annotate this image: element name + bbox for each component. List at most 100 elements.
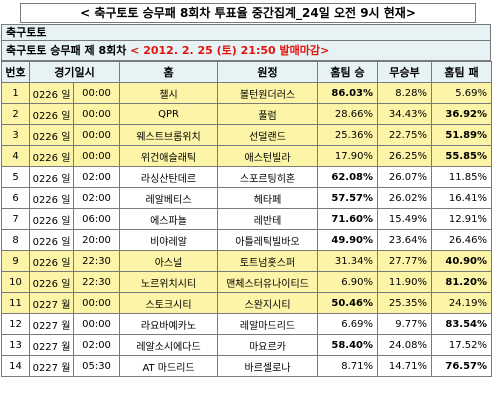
match-time: 20:00 [72,229,121,251]
row-number: 9 [1,250,30,272]
match-time: 05:30 [72,355,121,377]
home-team: 노르위치시티 [119,271,219,293]
match-time: 00:00 [72,292,121,314]
match-date: 0227 월 [29,292,74,314]
row-number: 1 [1,82,30,104]
away-team: 볼턴원더러스 [217,82,319,104]
draw-rate: 27.77% [377,250,433,272]
row-number: 12 [1,313,30,335]
header-home: 홈 [119,61,219,83]
match-date: 0226 일 [29,82,74,104]
home-team: 위건애슬래틱 [119,145,219,167]
match-date: 0226 일 [29,124,74,146]
match-date: 0226 일 [29,250,74,272]
match-date: 0226 일 [29,166,74,188]
table-row: 1 0226 일 00:00 첼시 볼턴원더러스 86.03% 8.28% 5.69% [1,82,493,104]
match-time: 22:30 [72,250,121,272]
section-label: 축구토토 [1,24,491,40]
home-win-rate: 6.69% [317,313,379,335]
match-date: 0226 일 [29,271,74,293]
match-date: 0226 일 [29,145,74,167]
table-row: 3 0226 일 00:00 웨스트브롬위치 선덜랜드 25.36% 22.75% 51.89… [1,124,493,146]
row-number: 6 [1,187,30,209]
draw-rate: 11.90% [377,271,433,293]
home-win-rate: 8.71% [317,355,379,377]
draw-rate: 34.43% [377,103,433,125]
home-team: 첼시 [119,82,219,104]
table-row: 4 0226 일 00:00 위건애슬래틱 애스턴빌라 17.90% 26.25% 55.85… [1,145,493,167]
home-lose-rate: 51.89% [431,124,493,146]
home-win-rate: 25.36% [317,124,379,146]
table-row: 14 0227 월 05:30 AT 마드리드 바르셀로나 8.71% 14.71% 76.5… [1,355,493,377]
round-label: 축구토토 승무패 제 8회차 [6,44,131,57]
home-lose-rate: 76.57% [431,355,493,377]
away-team: 풀럼 [217,103,319,125]
home-lose-rate: 5.69% [431,82,493,104]
home-lose-rate: 83.54% [431,313,493,335]
table-row: 2 0226 일 00:00 QPR 풀럼 28.66% 34.43% 36.92% [1,103,493,125]
home-win-rate: 86.03% [317,82,379,104]
home-win-rate: 50.46% [317,292,379,314]
home-lose-rate: 17.52% [431,334,493,356]
match-date: 0227 월 [29,334,74,356]
home-lose-rate: 16.41% [431,187,493,209]
row-number: 4 [1,145,30,167]
home-win-rate: 49.90% [317,229,379,251]
home-win-rate: 17.90% [317,145,379,167]
row-number: 10 [1,271,30,293]
header-datetime: 경기일시 [28,61,121,83]
away-team: 애스턴빌라 [217,145,319,167]
row-number: 5 [1,166,30,188]
home-team: 레알소시에다드 [119,334,219,356]
away-team: 아틀레틱빌바오 [217,229,319,251]
away-team: 맨체스터유나이티드 [217,271,319,293]
draw-rate: 24.08% [377,334,433,356]
away-team: 토트넘홋스퍼 [217,250,319,272]
header-no: 번호 [1,61,30,83]
match-date: 0226 일 [29,103,74,125]
home-team: 라요바예카노 [119,313,219,335]
row-number: 11 [1,292,30,314]
row-number: 2 [1,103,30,125]
home-lose-rate: 55.85% [431,145,493,167]
draw-rate: 8.28% [377,82,433,104]
home-lose-rate: 11.85% [431,166,493,188]
draw-rate: 23.64% [377,229,433,251]
away-team: 헤타페 [217,187,319,209]
home-lose-rate: 26.46% [431,229,493,251]
row-number: 8 [1,229,30,251]
home-team: 에스파뇰 [119,208,219,230]
home-win-rate: 58.40% [317,334,379,356]
away-team: 스완지시티 [217,292,319,314]
match-time: 00:00 [72,313,121,335]
match-time: 02:00 [72,187,121,209]
home-team: QPR [119,103,219,125]
table-row: 13 0227 월 02:00 레알소시에다드 마요르카 58.40% 24.08% 17.5… [1,334,493,356]
away-team: 마요르카 [217,334,319,356]
home-team: 비야레알 [119,229,219,251]
table-row: 5 0226 일 02:00 라싱산탄데르 스포르팅히혼 62.08% 26.07% 11.8… [1,166,493,188]
table-row: 12 0227 월 00:00 라요바예카노 레알마드리드 6.69% 9.77% 83.54… [1,313,493,335]
row-number: 3 [1,124,30,146]
match-time: 06:00 [72,208,121,230]
draw-rate: 26.02% [377,187,433,209]
home-team: AT 마드리드 [119,355,219,377]
row-number: 7 [1,208,30,230]
match-time: 00:00 [72,82,121,104]
away-team: 선덜랜드 [217,124,319,146]
home-team: 아스널 [119,250,219,272]
deadline-label: < 2012. 2. 25 (토) 21:50 발매마감> [130,44,330,57]
home-lose-rate: 36.92% [431,103,493,125]
page-title: < 축구토토 승무패 8회차 투표율 중간집계_24일 오전 9시 현재> [20,3,476,23]
draw-rate: 22.75% [377,124,433,146]
draw-rate: 14.71% [377,355,433,377]
table-row: 9 0226 일 22:30 아스널 토트넘홋스퍼 31.34% 27.77% 40.90% [1,250,493,272]
row-number: 13 [1,334,30,356]
table-row: 11 0227 월 00:00 스토크시티 스완지시티 50.46% 25.35% 24.19… [1,292,493,314]
home-team: 라싱산탄데르 [119,166,219,188]
match-time: 00:00 [72,103,121,125]
header-home-lose: 홈팀 패 [431,61,493,83]
table-row: 7 0226 일 06:00 에스파뇰 레반테 71.60% 15.49% 12.91% [1,208,493,230]
match-time: 02:00 [72,166,121,188]
match-date: 0226 일 [29,208,74,230]
